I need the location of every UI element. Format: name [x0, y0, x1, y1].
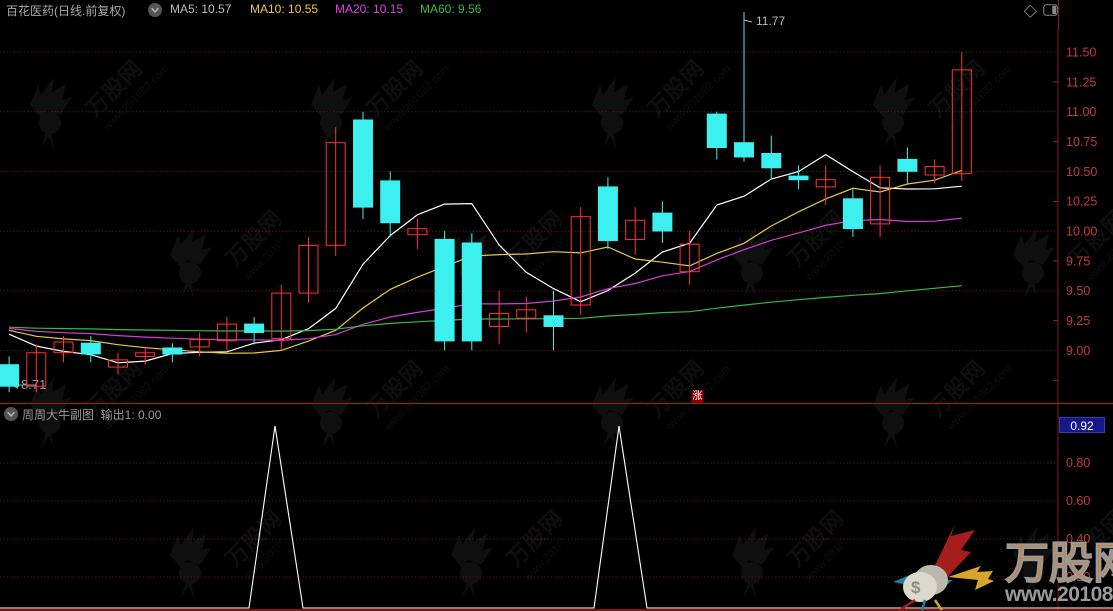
- svg-text:9.00: 9.00: [1066, 344, 1090, 358]
- svg-text:11.77: 11.77: [756, 14, 785, 28]
- svg-text:万股网: 万股网: [1005, 539, 1113, 588]
- svg-text:10.25: 10.25: [1066, 195, 1097, 209]
- svg-text:11.00: 11.00: [1066, 105, 1096, 119]
- svg-text:$: $: [911, 578, 921, 597]
- svg-text:www.201082.com: www.201082.com: [1004, 583, 1113, 606]
- svg-text:10.75: 10.75: [1066, 135, 1097, 149]
- svg-text:9.75: 9.75: [1066, 254, 1090, 268]
- svg-text:9.25: 9.25: [1066, 314, 1090, 328]
- svg-text:11.50: 11.50: [1066, 46, 1096, 60]
- svg-text:0.60: 0.60: [1066, 494, 1090, 508]
- svg-text:9.50: 9.50: [1066, 284, 1090, 298]
- svg-text:0.80: 0.80: [1066, 456, 1090, 470]
- svg-text:11.25: 11.25: [1066, 75, 1096, 89]
- svg-text:10.00: 10.00: [1066, 225, 1097, 239]
- svg-text:10.50: 10.50: [1066, 165, 1097, 179]
